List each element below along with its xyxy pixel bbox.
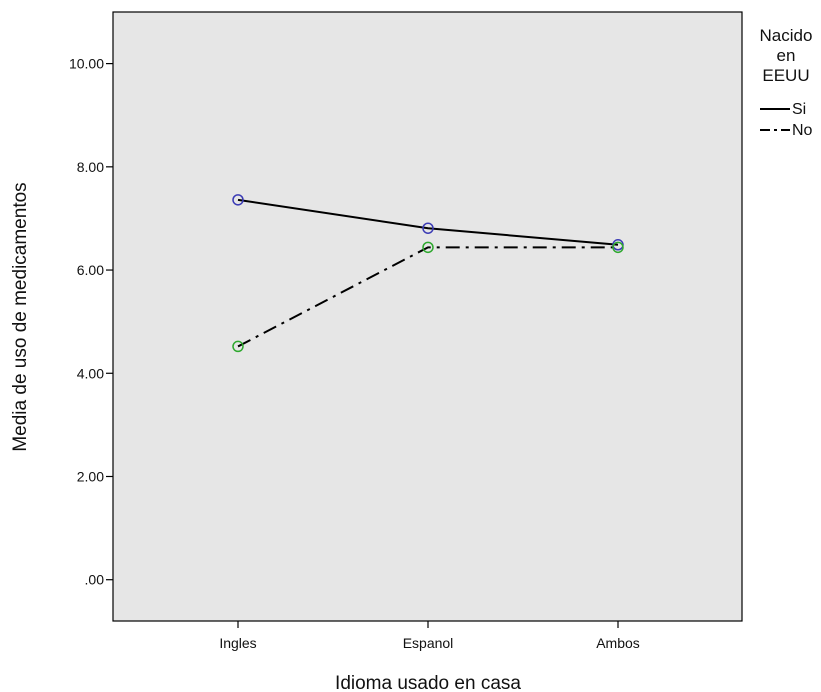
point-si-espanol <box>422 222 434 234</box>
legend-label-si: Si <box>792 101 806 118</box>
legend-title-line-3: EEUU <box>762 66 809 85</box>
legend-label-no: No <box>792 122 813 139</box>
y-tick-label: 4.00 <box>77 365 104 381</box>
y-tick-label: 10.00 <box>69 56 104 72</box>
point-no-ingles <box>232 340 244 353</box>
y-tick-label: .00 <box>85 572 105 588</box>
x-tick-label: Ingles <box>219 635 256 651</box>
series-layer <box>232 194 624 353</box>
x-axis-title: Idioma usado en casa <box>335 673 521 692</box>
legend-title-line-1: Nacido <box>760 26 813 45</box>
y-tick-label: 6.00 <box>77 262 104 278</box>
x-tick-label: Ambos <box>596 635 640 651</box>
plot-background <box>112 11 743 622</box>
y-tick-label: 8.00 <box>77 159 104 175</box>
legend-title-line-2: en <box>777 46 796 65</box>
y-tick-label: 2.00 <box>77 468 104 484</box>
point-no-espanol <box>422 241 434 254</box>
point-no-ambos <box>612 241 624 254</box>
legend: Nacido en EEUU Si No <box>760 26 813 139</box>
x-tick-label: Espanol <box>403 635 454 651</box>
series-line-si <box>237 198 619 246</box>
y-axis-title: Media de uso de medicamentos <box>10 182 31 451</box>
series-line-no <box>237 246 618 348</box>
x-axis: Ingles Espanol Ambos <box>219 621 640 651</box>
y-axis: .00 2.00 4.00 6.00 8.00 10.00 <box>69 56 113 588</box>
point-si-ingles <box>232 194 244 206</box>
